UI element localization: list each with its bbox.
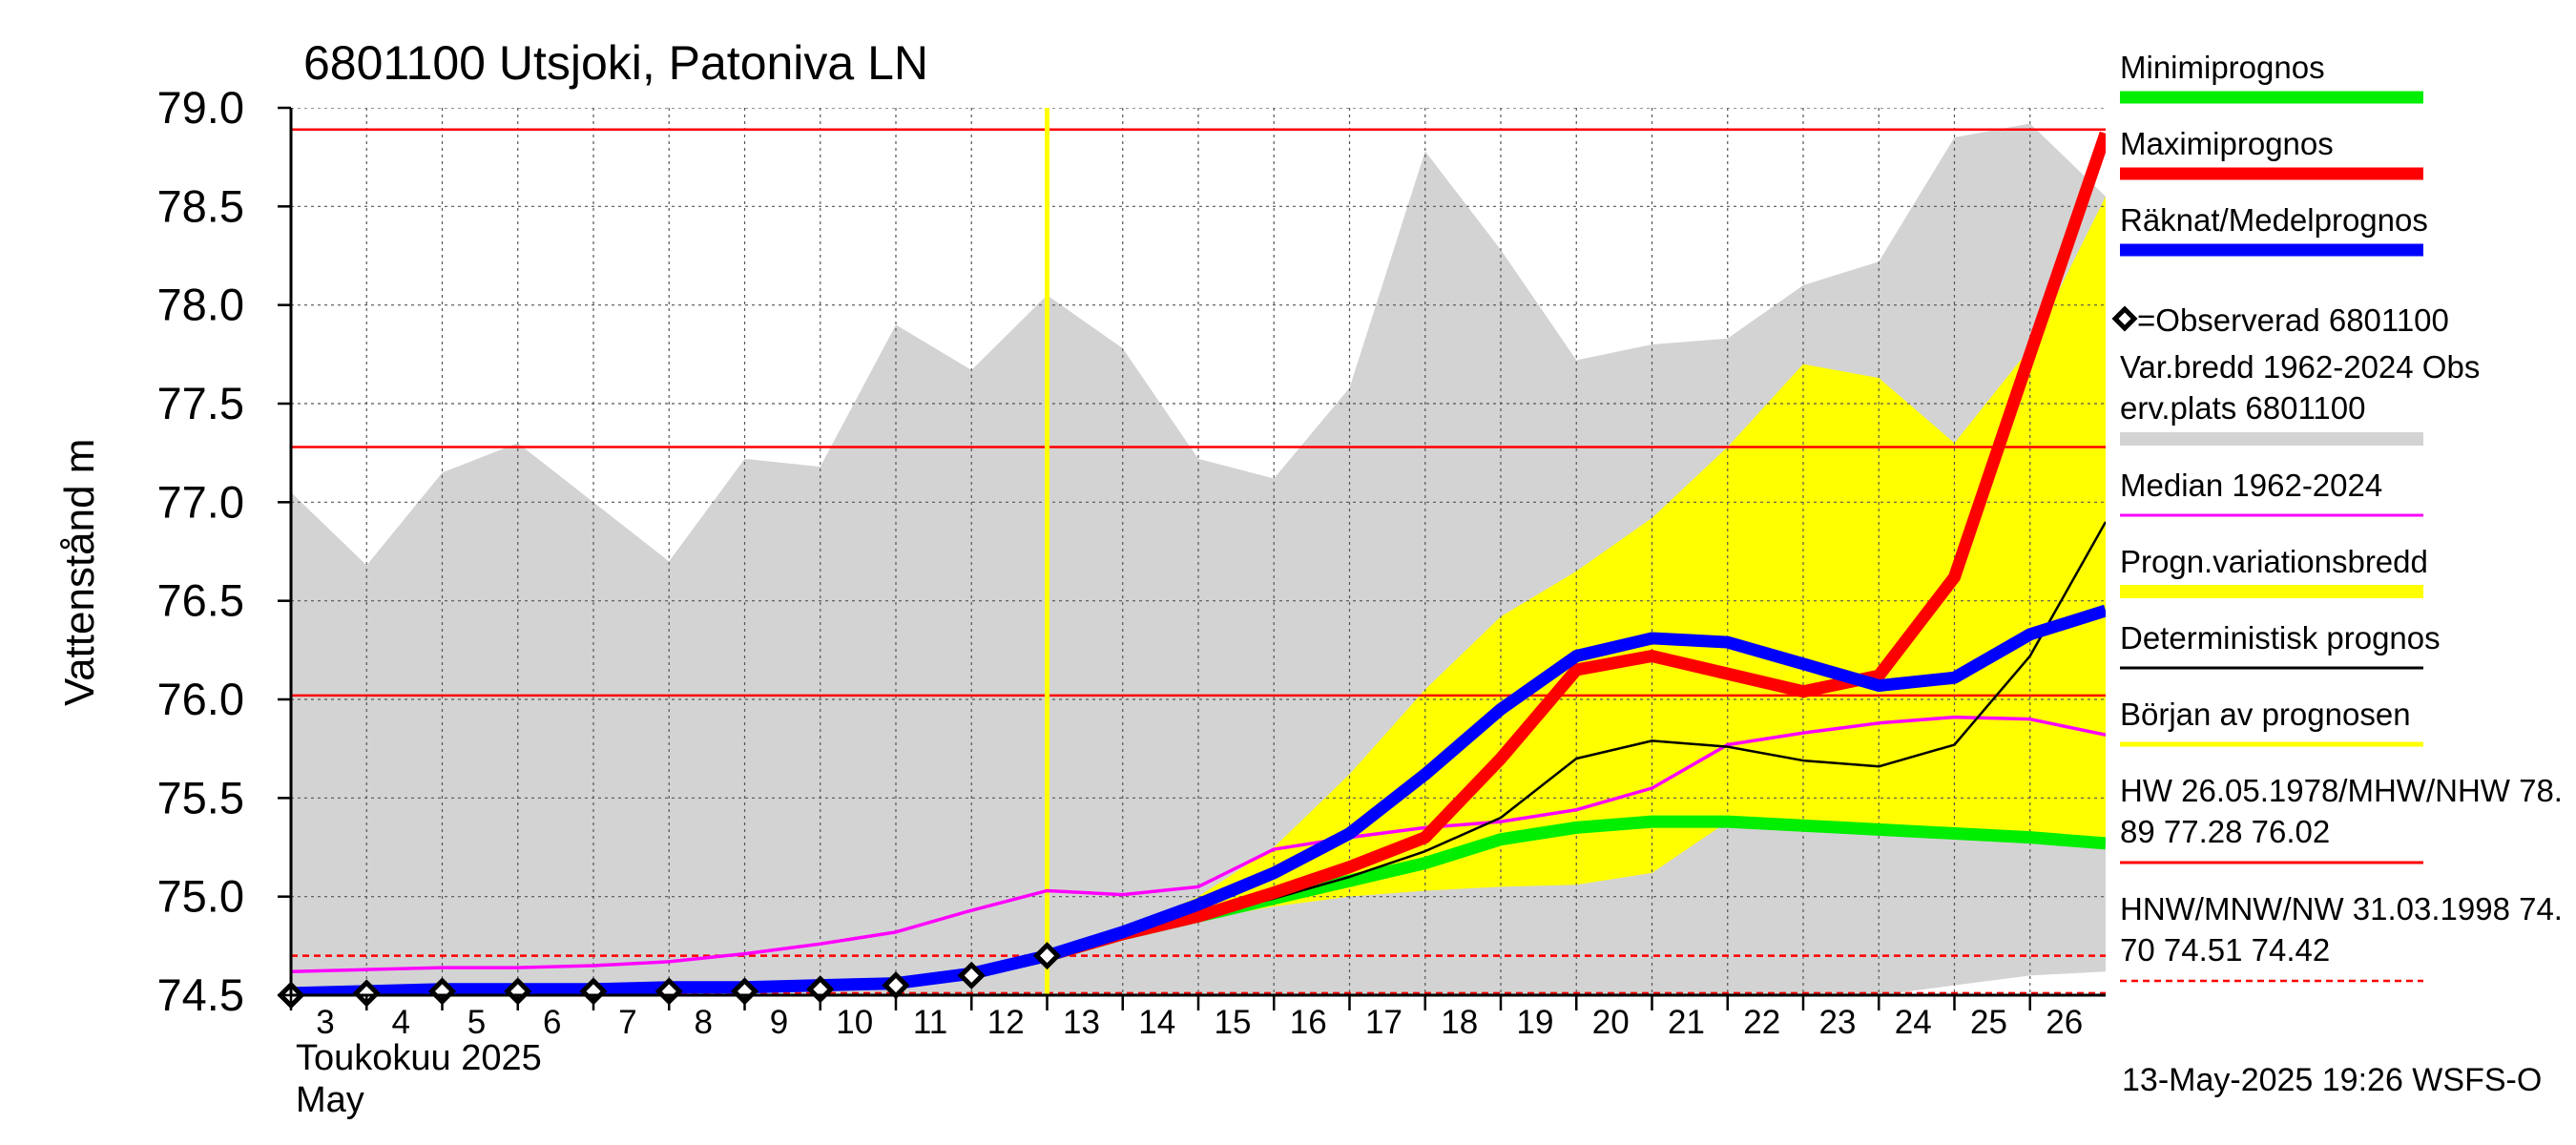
legend-label: Maximiprognos <box>2120 126 2334 161</box>
legend-label: 89 77.28 76.02 <box>2120 814 2330 849</box>
legend-item: Median 1962-2024 <box>2120 468 2423 517</box>
legend-label: Progn.variationsbredd <box>2120 544 2428 579</box>
x-tick-label: 5 <box>467 1004 486 1041</box>
legend-label: HNW/MNW/NW 31.03.1998 74. <box>2120 891 2563 926</box>
x-tick-label: 20 <box>1592 1004 1630 1041</box>
x-axis-month-label: Toukokuu 2025 <box>296 1038 542 1078</box>
y-tick-label: 79.0 <box>157 82 244 133</box>
legend-item: Minimiprognos <box>2120 50 2423 104</box>
x-tick-label: 23 <box>1819 1004 1857 1041</box>
y-tick-label: 77.0 <box>157 476 244 527</box>
x-tick-label: 9 <box>770 1004 788 1041</box>
y-tick-label: 74.5 <box>157 969 244 1020</box>
y-tick-label: 76.5 <box>157 575 244 626</box>
y-tick-label: 77.5 <box>157 378 244 428</box>
x-axis-month-label-en: May <box>296 1080 364 1120</box>
x-tick-label: 17 <box>1365 1004 1402 1041</box>
legend-label: HW 26.05.1978/MHW/NHW 78. <box>2120 773 2563 808</box>
x-tick-label: 12 <box>987 1004 1025 1041</box>
plot-area <box>291 108 2106 995</box>
x-tick-label: 25 <box>1970 1004 2007 1041</box>
legend-label: Början av prognosen <box>2120 697 2411 732</box>
legend-observed-marker <box>2111 305 2138 332</box>
legend-item: =Observerad 6801100 <box>2111 302 2449 338</box>
x-tick-label: 4 <box>392 1004 410 1041</box>
legend-label: Minimiprognos <box>2120 50 2325 85</box>
legend-item: Progn.variationsbredd <box>2120 544 2428 598</box>
x-tick-label: 14 <box>1138 1004 1175 1041</box>
legend-item: Början av prognosen <box>2120 697 2423 747</box>
x-tick-label: 15 <box>1215 1004 1252 1041</box>
legend-label: Var.bredd 1962-2024 Obs <box>2120 349 2480 385</box>
x-tick-label: 11 <box>913 1004 947 1041</box>
x-tick-label: 26 <box>2046 1004 2083 1041</box>
x-tick-label: 22 <box>1743 1004 1780 1041</box>
x-tick-label: 16 <box>1290 1004 1327 1041</box>
series-median-1962-2024 <box>291 715 2106 973</box>
x-tick-label: 21 <box>1668 1004 1705 1041</box>
legend-label: =Observerad 6801100 <box>2137 302 2449 338</box>
observed-point <box>957 961 986 989</box>
y-axis-label: Vattenstånd m <box>56 439 103 706</box>
y-tick-label: 78.5 <box>157 180 244 231</box>
legend-item: HW 26.05.1978/MHW/NHW 78. 89 77.28 76.02 <box>2120 773 2563 864</box>
legend-label: 70 74.51 74.42 <box>2120 932 2330 968</box>
y-tick-label: 75.5 <box>157 772 244 822</box>
legend-item: Räknat/Medelprognos <box>2120 202 2428 257</box>
x-tick-label: 18 <box>1441 1004 1478 1041</box>
legend-item: HNW/MNW/NW 31.03.1998 74. 70 74.51 74.42 <box>2120 891 2563 983</box>
x-tick-label: 7 <box>618 1004 636 1041</box>
chart-title: 6801100 Utsjoki, Patoniva LN <box>303 36 928 90</box>
x-tick-label: 6 <box>543 1004 561 1041</box>
x-tick-label: 3 <box>316 1004 334 1041</box>
y-tick-label: 76.0 <box>157 674 244 724</box>
x-tick-label: 24 <box>1895 1004 1932 1041</box>
legend-item: Deterministisk prognos <box>2120 620 2441 670</box>
footer-timestamp: 13-May-2025 19:26 WSFS-O <box>2122 1062 2542 1098</box>
legend-label: Median 1962-2024 <box>2120 468 2382 503</box>
x-tick-label: 19 <box>1517 1004 1554 1041</box>
series-maximiprognos <box>1045 131 2106 962</box>
legend-label: erv.plats 6801100 <box>2120 390 2365 426</box>
y-tick-label: 75.0 <box>157 871 244 922</box>
x-tick-label: 10 <box>836 1004 873 1041</box>
x-tick-label: 13 <box>1063 1004 1100 1041</box>
legend-label: Räknat/Medelprognos <box>2120 202 2428 238</box>
legend-item: Maximiprognos <box>2120 126 2423 180</box>
y-tick-label: 78.0 <box>157 280 244 330</box>
legend-label: Deterministisk prognos <box>2120 620 2441 656</box>
x-tick-label: 8 <box>695 1004 713 1041</box>
observed-point <box>1032 942 1062 970</box>
legend-item: Var.bredd 1962-2024 Obs erv.plats 6801100 <box>2120 349 2480 446</box>
